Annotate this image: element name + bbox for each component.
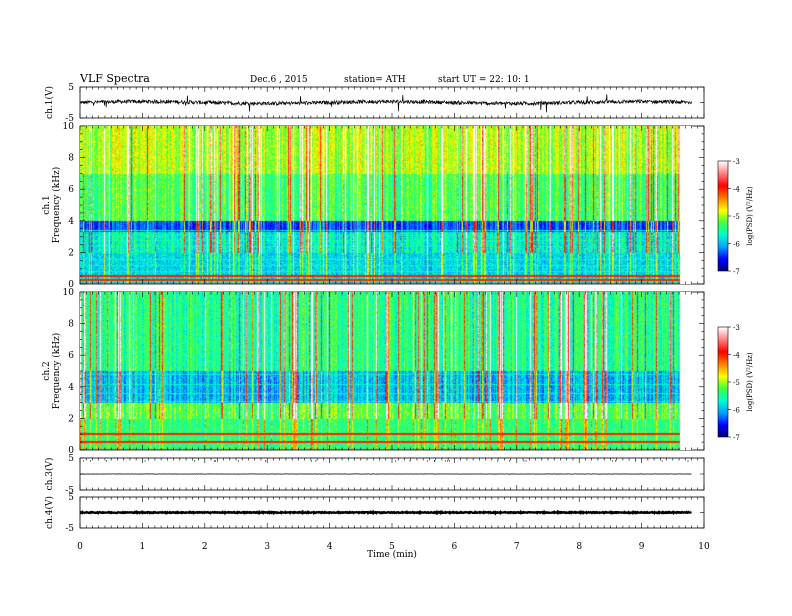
waveform-ch4 — [80, 512, 692, 513]
y-axis-label: Frequency (kHz) — [51, 167, 62, 244]
colorbar-tick-label: -3 — [733, 158, 740, 166]
header-date: Dec.6 , 2015 — [250, 75, 308, 85]
y-tick-label: 10 — [63, 288, 75, 298]
y-axis-label: ch.1 — [42, 195, 52, 214]
colorbar-tick-label: -6 — [733, 407, 740, 415]
y-axis-label: Frequency (kHz) — [51, 333, 62, 410]
colorbar-tick-label: -7 — [733, 268, 740, 276]
y-tick-label: 4 — [68, 217, 74, 227]
y-tick-label: 8 — [68, 320, 74, 330]
y-tick-label: 4 — [68, 383, 74, 393]
x-axis-label: Time (min) — [367, 549, 417, 560]
colorbar-tick-label: -5 — [733, 213, 740, 221]
y-tick-label: 5 — [68, 83, 74, 93]
x-tick-label-4: 4 — [327, 542, 333, 552]
y-tick-label: 2 — [68, 248, 74, 258]
y-axis-label: ch.3(V) — [44, 458, 55, 491]
colorbar-tick-label: -4 — [733, 352, 740, 360]
ylabel-group: ch.1(V) — [44, 86, 55, 119]
ch1-spectrogram-canvas — [80, 126, 692, 284]
ylabel-group: ch.4(V) — [44, 496, 55, 529]
colorbar-tick-label: -4 — [733, 186, 740, 194]
y-tick-label: 10 — [63, 122, 75, 132]
header-station: station= ATH — [344, 75, 406, 85]
colorbar-tick-label: -5 — [733, 379, 740, 387]
y-tick-label: 6 — [68, 351, 74, 361]
colorbar-tick-label: -3 — [733, 324, 740, 332]
ch1-colorbar — [718, 161, 728, 271]
ch1-colorbar-area — [718, 161, 728, 271]
y-tick-label: 2 — [68, 414, 74, 424]
ch1-spectrogram-area — [80, 126, 692, 284]
y-axis-label: ch.1(V) — [44, 86, 55, 119]
colorbar-label: log(PSD) (V²/Hz) — [746, 186, 754, 245]
figure-title: VLF Spectra — [79, 72, 150, 85]
y-axis-label: ch.2 — [42, 361, 52, 380]
waveform-ch1 — [80, 94, 692, 112]
colorbar-label-group: log(PSD) (V²/Hz) — [746, 186, 754, 245]
x-tick-label-3: 3 — [264, 542, 270, 552]
y-axis-label: ch.4(V) — [44, 496, 55, 529]
x-tick-label-6: 6 — [452, 542, 458, 552]
y-tick-label: 8 — [68, 154, 74, 164]
ch2-colorbar — [718, 327, 728, 437]
colorbar-tick-label: -6 — [733, 241, 740, 249]
colorbar-label-group: log(PSD) (V²/Hz) — [746, 352, 754, 411]
header-start-time: start UT = 22: 10: 1 — [438, 75, 530, 85]
y-tick-label: 5 — [68, 493, 74, 503]
y-tick-label: 6 — [68, 185, 74, 195]
x-tick-label-10: 10 — [698, 542, 710, 552]
x-tick-label-7: 7 — [514, 542, 520, 552]
y-tick-label: -5 — [65, 524, 74, 534]
colorbar-tick-label: -7 — [733, 434, 740, 442]
x-tick-label-1: 1 — [140, 542, 146, 552]
ch2-spectrogram-area — [80, 292, 692, 450]
ch2-spectrogram-canvas — [80, 292, 692, 450]
x-tick-label-2: 2 — [202, 542, 208, 552]
x-tick-label-0: 0 — [77, 542, 83, 552]
x-tick-label-9: 9 — [639, 542, 645, 552]
colorbar-label: log(PSD) (V²/Hz) — [746, 352, 754, 411]
x-tick-label-8: 8 — [576, 542, 582, 552]
ch2-colorbar-area — [718, 327, 728, 437]
ylabel-group: ch.3(V) — [44, 458, 55, 491]
y-tick-label: 5 — [68, 454, 74, 464]
